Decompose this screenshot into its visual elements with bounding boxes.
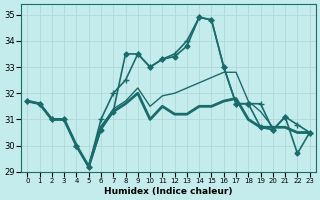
X-axis label: Humidex (Indice chaleur): Humidex (Indice chaleur) [104, 187, 233, 196]
